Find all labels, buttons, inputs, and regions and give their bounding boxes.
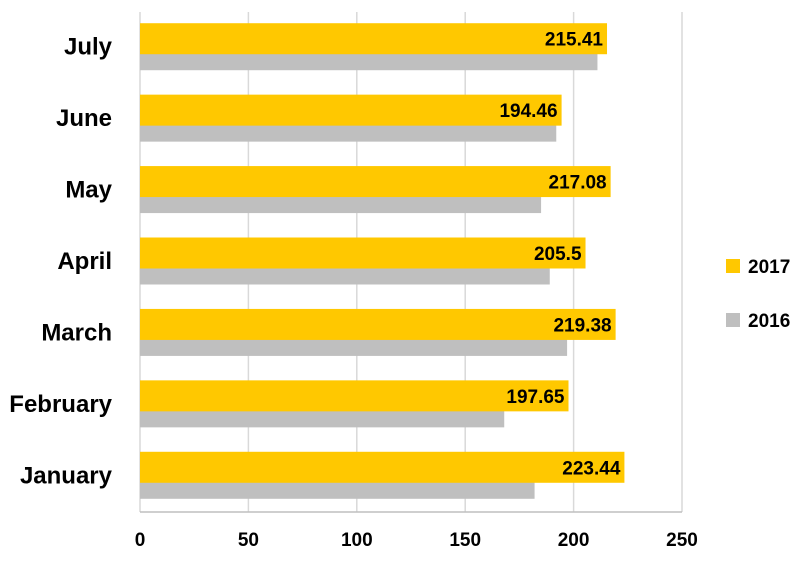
legend-label-2017: 2017 <box>748 257 790 278</box>
bar-2016-may <box>140 196 542 214</box>
data-label-2017: 215.41 <box>545 30 604 51</box>
bar-2017-may <box>140 166 611 198</box>
bar-2016-june <box>140 124 557 142</box>
x-tick-label: 0 <box>135 530 146 551</box>
x-tick-label: 150 <box>449 530 481 551</box>
legend-label-2016: 2016 <box>748 311 790 332</box>
bar-2016-july <box>140 53 598 71</box>
x-tick-label: 200 <box>558 530 590 551</box>
category-label: June <box>56 105 112 132</box>
bar-2017-january <box>140 451 625 483</box>
data-label-2017: 205.5 <box>534 244 582 265</box>
axes: 0 50 100 150 200 250 January February March April… <box>9 34 698 551</box>
category-label: March <box>41 319 112 346</box>
legend-swatch-2016 <box>726 313 740 327</box>
bar-2017-june <box>140 94 562 126</box>
bar-2017-april <box>140 237 586 269</box>
x-tick-label: 50 <box>238 530 259 551</box>
category-label: July <box>64 34 113 61</box>
data-label-2017: 194.46 <box>499 101 557 122</box>
bar-2017-july <box>140 23 608 55</box>
data-label-2017: 223.44 <box>562 458 621 479</box>
category-label: February <box>9 391 112 418</box>
data-labels: 223.44 197.65 219.38 205.5 217.08 194.46 215.4… <box>499 30 620 480</box>
category-label: April <box>57 248 112 275</box>
bar-2017-march <box>140 308 616 340</box>
x-tick-label: 100 <box>341 530 373 551</box>
bar-2016-march <box>140 338 568 356</box>
bar-2016-february <box>140 410 505 428</box>
data-label-2017: 197.65 <box>506 387 565 408</box>
data-label-2017: 217.08 <box>549 173 607 194</box>
bar-2016-april <box>140 267 550 285</box>
x-tick-label: 250 <box>666 530 698 551</box>
bar-2017-february <box>140 380 569 412</box>
category-label: May <box>65 177 112 204</box>
legend: 2017 2016 <box>726 257 790 332</box>
category-label: January <box>20 462 113 489</box>
bar-2016-january <box>140 481 535 499</box>
data-label-2017: 219.38 <box>553 315 611 336</box>
bars <box>140 23 625 499</box>
legend-swatch-2017 <box>726 259 740 273</box>
